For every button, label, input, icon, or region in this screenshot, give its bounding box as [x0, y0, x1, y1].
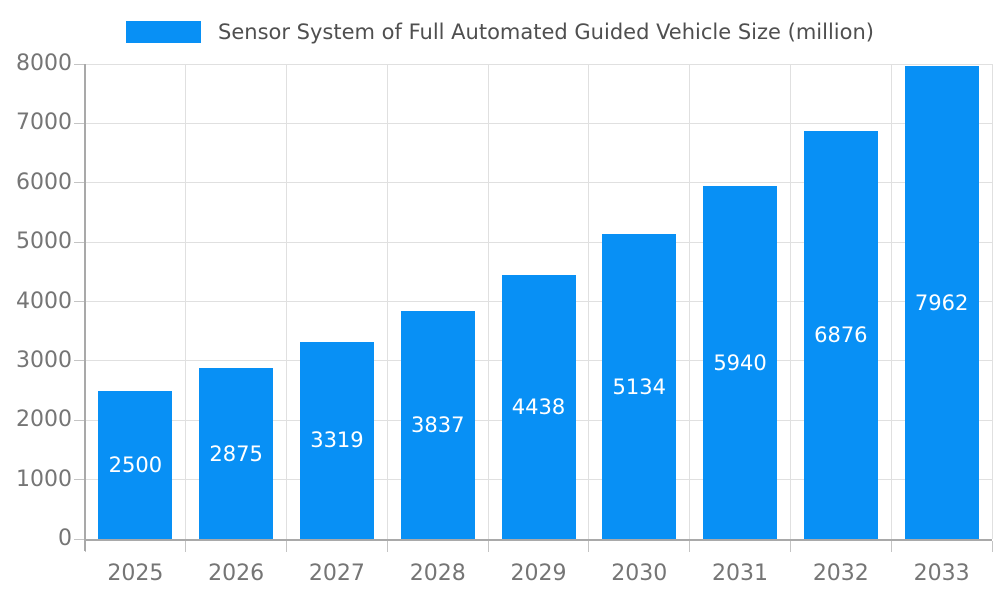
bar-value-label: 7962 — [914, 290, 969, 315]
y-axis-line — [84, 64, 86, 551]
legend[interactable]: Sensor System of Full Automated Guided V… — [0, 20, 1000, 44]
gridline-x-boundary-8 — [890, 64, 892, 539]
bar-value-label: 3319 — [310, 428, 364, 453]
x-axis-label-2025: 2025 — [107, 561, 164, 586]
y-axis-label: 6000 — [16, 169, 72, 195]
y-axis-label: 5000 — [16, 229, 72, 255]
y-axis-tick-8000 — [74, 63, 85, 65]
x-axis-tick-1 — [185, 541, 187, 552]
x-axis-tick-8 — [890, 541, 892, 552]
bar-2032[interactable]: 6876 — [803, 130, 878, 539]
y-axis-tick-3000 — [74, 360, 85, 362]
y-axis-label: 2000 — [16, 407, 72, 433]
y-axis-tick-4000 — [74, 301, 85, 302]
gridline-x-boundary-4 — [487, 64, 489, 539]
gridline-y-5000 — [85, 241, 992, 243]
x-axis-tick-7 — [789, 541, 791, 552]
bar-value-label: 3837 — [410, 413, 465, 438]
x-axis-label-2029: 2029 — [510, 561, 567, 586]
x-axis-label-2032: 2032 — [812, 561, 869, 586]
y-axis-tick-0 — [74, 538, 85, 540]
gridline-y-6000 — [85, 182, 992, 184]
y-axis-tick-2000 — [74, 419, 85, 421]
legend-swatch-icon — [126, 21, 202, 43]
bar-value-label: 2875 — [209, 441, 263, 466]
x-axis-label-2030: 2030 — [611, 561, 668, 586]
x-axis-label-2031: 2031 — [712, 561, 769, 586]
bar-value-label: 4438 — [511, 395, 566, 420]
y-axis-label: 0 — [58, 526, 72, 551]
x-axis-tick-6 — [689, 541, 691, 552]
x-axis-tick-4 — [487, 541, 489, 552]
bar-value-label: 5134 — [612, 374, 666, 399]
y-axis-tick-5000 — [74, 241, 85, 243]
gridline-x-boundary-7 — [789, 64, 791, 539]
gridline-y-8000 — [85, 63, 992, 65]
x-axis-tick-5 — [588, 541, 590, 552]
bar-value-label: 5940 — [713, 350, 767, 375]
gridline-y-7000 — [85, 122, 992, 124]
gridline-x-boundary-3 — [386, 64, 388, 539]
x-axis-label-2026: 2026 — [208, 561, 265, 586]
plot-area: 0 1000 2000 3000 4000 5000 6000 7000 8000 2500 202… — [16, 51, 993, 586]
gridline-x-boundary-1 — [185, 64, 187, 539]
y-axis-label: 1000 — [16, 466, 72, 492]
bar-2027[interactable]: 3319 — [299, 341, 374, 539]
y-axis-label: 8000 — [16, 51, 72, 76]
y-axis-label: 7000 — [16, 110, 72, 136]
y-axis-label: 4000 — [16, 288, 72, 314]
x-axis-tick-3 — [386, 541, 388, 552]
bar-2029[interactable]: 4438 — [501, 275, 576, 539]
bar-value-label: 6876 — [814, 322, 868, 347]
bar-2025[interactable]: 2500 — [98, 390, 173, 539]
gridline-x-boundary-9 — [991, 64, 993, 539]
gridline-x-boundary-2 — [286, 64, 288, 539]
y-axis-label: 3000 — [16, 347, 72, 373]
x-axis-label-2033: 2033 — [913, 561, 970, 586]
bar-value-label: 2500 — [108, 452, 163, 477]
gridline-x-boundary-5 — [588, 64, 590, 539]
x-axis-label-2028: 2028 — [409, 561, 466, 586]
bar-2033[interactable]: 7962 — [904, 66, 979, 539]
bar-2031[interactable]: 5940 — [703, 186, 778, 539]
y-axis-tick-6000 — [74, 182, 85, 184]
x-axis-tick-9 — [991, 541, 993, 552]
bar-2030[interactable]: 5134 — [602, 234, 677, 539]
y-axis-tick-7000 — [74, 122, 85, 124]
gridline-x-boundary-6 — [689, 64, 691, 539]
x-axis-line — [85, 539, 992, 541]
bar-2026[interactable]: 2875 — [199, 368, 274, 539]
x-axis-label-2027: 2027 — [308, 561, 365, 586]
y-axis-tick-1000 — [74, 479, 85, 481]
x-axis-tick-2 — [286, 541, 288, 552]
legend-label: Sensor System of Full Automated Guided V… — [218, 20, 874, 44]
bar-2028[interactable]: 3837 — [400, 311, 475, 539]
